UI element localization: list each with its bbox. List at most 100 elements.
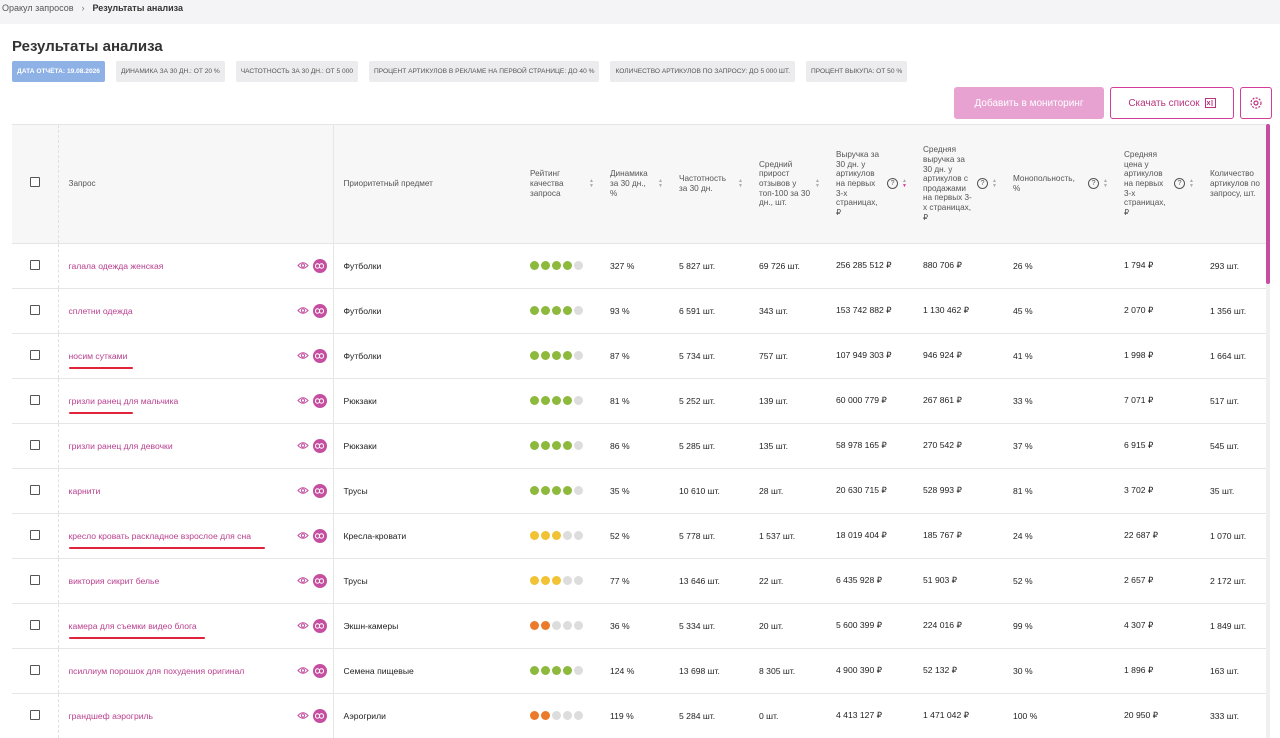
eye-icon[interactable] [296,621,309,630]
link-icon[interactable] [312,528,327,543]
table-row[interactable]: сплетни одежда Футболки 93 % 6 591 шт. 3… [12,288,1266,334]
sort-icon[interactable]: ▲ ▼ [738,177,743,189]
link-icon[interactable] [312,708,327,723]
table-row[interactable]: камера для съемки видео блога Экшн-камер… [12,603,1266,649]
row-checkbox[interactable] [29,619,40,630]
eye-icon[interactable] [296,576,309,585]
eye-icon[interactable] [296,666,309,675]
sort-icon[interactable]: ▲ ▼ [589,177,594,189]
header-dynamics[interactable]: Динамика за 30 дн., % [610,169,648,198]
query-link[interactable]: гризли ранец для мальчика [68,395,179,406]
row-checkbox[interactable] [29,304,40,315]
settings-button[interactable] [1240,87,1272,119]
rating-dot [530,306,539,315]
query-link[interactable]: кресло кровать раскладное взрослое для с… [68,530,252,541]
row-checkbox[interactable] [29,529,40,540]
eye-icon[interactable] [296,531,309,540]
filter-chip-dynamics[interactable]: ДИНАМИКА ЗА 30 ДН.: ОТ 20 % [115,61,225,82]
sort-icon[interactable]: ▲ ▼ [815,177,820,189]
cell-dynamics: 119 % [600,693,669,738]
help-icon[interactable]: ? [1088,178,1100,190]
row-checkbox[interactable] [29,709,40,720]
download-list-button[interactable]: Скачать список [1110,87,1234,119]
query-link[interactable]: галала одежда женская [68,260,164,271]
link-icon[interactable] [312,348,327,363]
eye-icon[interactable] [296,441,309,450]
header-avg-price[interactable]: Средняя цена у артикулов на первых 3-х с… [1124,150,1166,217]
link-icon[interactable] [312,483,327,498]
sort-icon[interactable]: ▲ ▼ [992,177,997,189]
row-checkbox[interactable] [29,439,40,450]
cell-count: 1 356 шт. [1200,288,1266,334]
help-icon[interactable]: ? [1174,178,1186,190]
row-checkbox[interactable] [29,574,40,585]
vertical-scrollbar[interactable] [1266,124,1270,738]
row-checkbox[interactable] [29,394,40,405]
table-row[interactable]: кресло кровать раскладное взрослое для с… [12,513,1266,559]
table-row[interactable]: гризли ранец для мальчика Рюкзаки 81 % 5… [12,378,1266,424]
filter-chip-buyout[interactable]: ПРОЦЕНТ ВЫКУПА: ОТ 50 % [806,61,908,82]
eye-icon[interactable] [296,351,309,360]
select-all-checkbox[interactable] [29,177,40,188]
header-count[interactable]: Количество артикулов по запросу, шт. [1210,169,1260,198]
table-row[interactable]: грандшеф аэрогриль Аэрогрили 119 % 5 284… [12,693,1266,738]
link-icon[interactable] [312,438,327,453]
query-link[interactable]: носим сутками [68,350,128,361]
eye-icon[interactable] [296,396,309,405]
link-icon[interactable] [312,663,327,678]
cell-count: 293 шт. [1200,243,1266,289]
header-monopoly[interactable]: Монопольность, % [1013,174,1075,193]
query-link[interactable]: гризли ранец для девочки [68,440,173,451]
table-row[interactable]: носим сутками Футболки 87 % 5 734 шт. 75… [12,333,1266,379]
help-icon[interactable]: ? [977,178,989,190]
row-checkbox[interactable] [29,259,40,270]
table-row[interactable]: виктория сикрит белье Трусы 77 % 13 646 … [12,558,1266,604]
scrollbar-thumb[interactable] [1266,124,1270,284]
cell-subject: Семена пищевые [333,648,520,694]
sort-icon[interactable]: ▲ ▼ [1189,177,1194,189]
link-icon[interactable] [312,573,327,588]
cell-count: 2 172 шт. [1200,558,1266,604]
table-row[interactable]: гризли ранец для девочки Рюкзаки 86 % 5 … [12,423,1266,469]
row-checkbox[interactable] [29,349,40,360]
filter-chip-date[interactable]: ДАТА ОТЧЁТА: 19.08.2026 [12,61,105,82]
header-frequency[interactable]: Частотность за 30 дн. [679,174,727,193]
annotation-underline [68,636,205,639]
sort-icon[interactable]: ▲ ▼ [1103,177,1108,189]
sort-icon[interactable]: ▲ ▼ [902,177,907,189]
row-checkbox[interactable] [29,484,40,495]
query-link[interactable]: камера для съемки видео блога [68,620,197,631]
link-icon[interactable] [312,258,327,273]
filter-chip-count[interactable]: КОЛИЧЕСТВО АРТИКУЛОВ ПО ЗАПРОСУ: ДО 5 00… [610,61,795,82]
table-row[interactable]: псиллиум порошок для похудения оригинал … [12,648,1266,694]
header-revenue[interactable]: Выручка за 30 дн. у артикулов на первых … [836,150,880,217]
cell-dynamics: 36 % [600,603,669,649]
filter-chip-ads[interactable]: ПРОЦЕНТ АРТИКУЛОВ В РЕКЛАМЕ НА ПЕРВОЙ СТ… [369,61,600,82]
row-checkbox[interactable] [29,664,40,675]
query-link[interactable]: карнити [68,485,101,496]
link-icon[interactable] [312,303,327,318]
eye-icon[interactable] [296,711,309,720]
table-row[interactable]: карнити Трусы 35 % 10 610 шт. 28 шт. 20 … [12,468,1266,514]
sort-icon[interactable]: ▲ ▼ [658,177,663,189]
table-row[interactable]: галала одежда женская Футболки 327 % 5 8… [12,243,1266,289]
cell-reviews: 757 шт. [749,333,826,379]
link-icon[interactable] [312,618,327,633]
cell-revenue: 4 413 127 ₽ [826,693,913,738]
header-reviews[interactable]: Средний прирост отзывов у топ-100 за 30 … [759,159,810,208]
header-avg-revenue[interactable]: Средняя выручка за 30 дн. у артикулов с … [923,145,972,222]
query-link[interactable]: грандшеф аэрогриль [68,710,154,721]
query-link[interactable]: псиллиум порошок для похудения оригинал [68,665,245,676]
breadcrumb-parent[interactable]: Оракул запросов [2,3,74,13]
filter-chip-frequency[interactable]: ЧАСТОТНОСТЬ ЗА 30 ДН.: ОТ 5 000 [235,61,359,82]
eye-icon[interactable] [296,261,309,270]
query-link[interactable]: сплетни одежда [68,305,133,316]
eye-icon[interactable] [296,486,309,495]
link-icon[interactable] [312,393,327,408]
add-monitoring-button[interactable]: Добавить в мониторинг [954,87,1104,119]
rating-dot [563,486,572,495]
eye-icon[interactable] [296,306,309,315]
query-link[interactable]: виктория сикрит белье [68,575,160,586]
header-rating[interactable]: Рейтинг качества запроса [530,169,564,198]
help-icon[interactable]: ? [887,178,899,190]
